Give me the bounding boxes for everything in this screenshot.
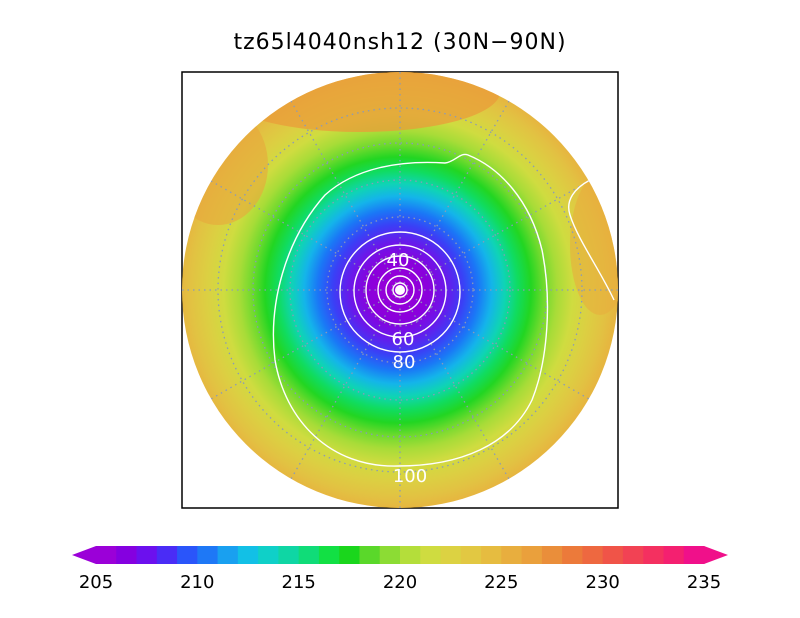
colorbar-box bbox=[602, 546, 624, 564]
contour-label-100: 100 bbox=[393, 466, 427, 487]
colorbar-box bbox=[521, 546, 543, 564]
colorbar-box bbox=[420, 546, 442, 564]
colorbar-box bbox=[96, 546, 117, 564]
colorbar-box bbox=[318, 546, 340, 564]
colorbar-tick-label: 210 bbox=[180, 572, 214, 593]
map-title: tz65l4040nsh12 (30N−90N) bbox=[233, 30, 567, 55]
colorbar-tick-label: 225 bbox=[484, 572, 518, 593]
colorbar-box bbox=[298, 546, 320, 564]
colorbar-box bbox=[237, 546, 259, 564]
colorbar-box bbox=[643, 546, 664, 564]
contour-label-40: 40 bbox=[387, 250, 410, 271]
colorbar-box bbox=[440, 546, 462, 564]
contour-60 bbox=[353, 244, 447, 338]
colorbar-box bbox=[156, 546, 178, 564]
colorbar-tick-label: 215 bbox=[282, 572, 316, 593]
colorbar-box bbox=[177, 546, 198, 564]
pole-marker bbox=[395, 285, 405, 295]
colorbar-box bbox=[683, 546, 705, 564]
colorbar-boxes bbox=[72, 546, 728, 564]
colorbar-box bbox=[400, 546, 421, 564]
colorbar-max-extension bbox=[704, 546, 728, 564]
colorbar-box bbox=[562, 546, 583, 564]
colorbar-box bbox=[197, 546, 219, 564]
contour-100 bbox=[272, 153, 549, 467]
colorbar-tick-label: 235 bbox=[687, 572, 721, 593]
colorbar-min-extension bbox=[72, 546, 96, 564]
colorbar-box bbox=[217, 546, 239, 564]
contour-label-80: 80 bbox=[393, 352, 416, 373]
colorbar-box bbox=[278, 546, 300, 564]
colorbar-box bbox=[258, 546, 279, 564]
colorbar-box bbox=[622, 546, 644, 564]
colorbar-box bbox=[116, 546, 138, 564]
contour-lines bbox=[272, 153, 615, 467]
contour-40 bbox=[365, 255, 435, 325]
contour-label-60: 60 bbox=[392, 329, 415, 350]
warm-patch-north bbox=[220, 72, 500, 132]
colorbar-box bbox=[460, 546, 482, 564]
contour-east-edge bbox=[568, 179, 615, 301]
colorbar-box bbox=[339, 546, 360, 564]
colorbar-ticks: 205 210 215 220 225 230 235 bbox=[79, 572, 721, 593]
colorbar-box bbox=[501, 546, 523, 564]
colorbar-box bbox=[582, 546, 604, 564]
colorbar-tick-label: 230 bbox=[586, 572, 620, 593]
colorbar-tick-label: 205 bbox=[79, 572, 113, 593]
colorbar-box bbox=[136, 546, 158, 564]
contour-80 bbox=[339, 231, 461, 353]
colorbar-box bbox=[663, 546, 685, 564]
colorbar-tick-label: 220 bbox=[383, 572, 417, 593]
colorbar-box bbox=[359, 546, 381, 564]
colorbar-box bbox=[379, 546, 401, 564]
colorbar-box bbox=[541, 546, 563, 564]
colorbar-box bbox=[481, 546, 502, 564]
